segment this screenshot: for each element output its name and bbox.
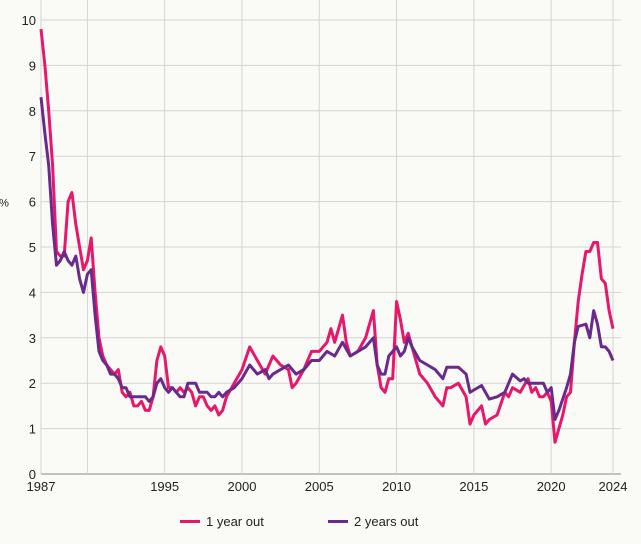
y-axis-label: % [0,198,9,210]
x-tick-label: 2020 [537,479,566,494]
y-tick-label: 10 [22,13,36,28]
y-tick-label: 8 [29,104,36,119]
x-tick-label: 2015 [459,479,488,494]
y-tick-label: 4 [29,285,36,300]
y-tick-label: 0 [29,467,36,482]
x-tick-label: 2000 [228,479,257,494]
x-tick-label: 1987 [27,479,56,494]
legend-swatch-purple [328,520,348,523]
x-tick-label: 2024 [599,479,628,494]
y-tick-label: 9 [29,58,36,73]
x-tick-label: 2010 [382,479,411,494]
series-line-1-year-out [39,28,615,444]
legend-item-1-year-out: 1 year out [180,514,264,529]
legend-swatch-pink [180,520,200,523]
y-tick-label: 5 [29,240,36,255]
legend-label: 1 year out [206,514,264,529]
x-tick-label: 2005 [305,479,334,494]
y-tick-label: 2 [29,376,36,391]
y-tick-label: 7 [29,149,36,164]
series-line-2-years-out [39,97,615,421]
legend-label: 2 years out [354,514,419,529]
y-tick-label: 1 [29,422,36,437]
y-tick-label: 3 [29,331,36,346]
x-tick-label: 1995 [150,479,179,494]
legend-item-2-years-out: 2 years out [328,514,418,529]
y-tick-label: 6 [29,195,36,210]
